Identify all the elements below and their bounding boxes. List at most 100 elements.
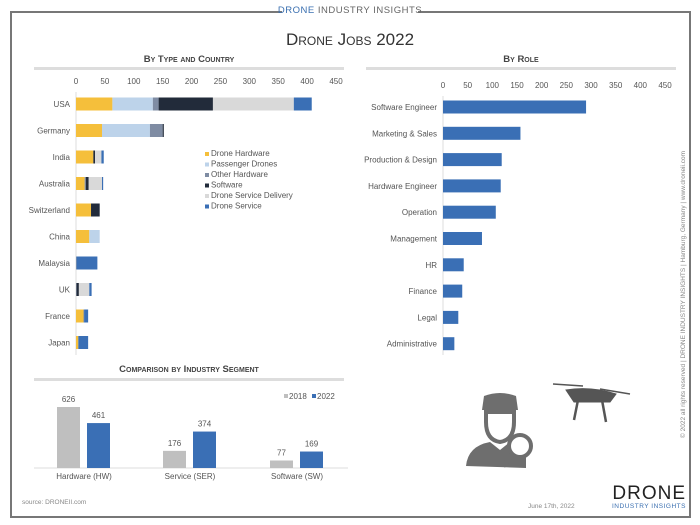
bar [87,423,110,468]
legend-swatch [205,173,209,177]
brand-strong: DRONE [277,5,315,16]
bar [270,460,293,468]
data-label: 374 [198,420,212,429]
x-tick-label: 100 [486,81,500,90]
x-tick-label: 150 [510,81,524,90]
logo: DRONE INDUSTRY INSIGHTS [612,484,686,510]
legend-swatch [205,162,209,167]
x-tick-label: 250 [214,77,228,86]
bar-segment [91,203,100,217]
legend-label: Drone Service [211,202,262,211]
bar-segment [76,97,113,111]
category-label: Software (SW) [271,472,323,481]
x-tick-label: 450 [329,77,343,86]
category-label: Malaysia [38,259,70,268]
bar-segment [95,150,102,164]
x-tick-label: 450 [658,81,672,90]
bar-segment [76,256,77,270]
bar [443,100,587,114]
legend-label: Passenger Drones [211,160,277,169]
top-rule-left [10,11,282,13]
category-label: Management [390,235,437,244]
bar-segment [101,150,104,164]
x-tick-label: 150 [156,77,170,86]
chart1-title: By Type and Country [143,54,235,65]
category-label: Hardware (HW) [56,472,112,481]
legend-label: Drone Service Delivery [211,191,293,200]
bar [57,407,80,468]
x-tick-label: 250 [560,81,574,90]
x-tick-label: 300 [243,77,257,86]
bar-segment [84,177,86,190]
x-tick-label: 50 [100,77,109,86]
bar-segment [76,230,90,243]
bar-segment [78,336,89,349]
bar [443,232,482,245]
category-label: Operation [402,208,437,217]
x-tick-label: 350 [272,77,286,86]
category-label: Software Engineer [371,103,437,112]
brand-header: DRONE INDUSTRY INSIGHTS [0,5,700,16]
bar-segment [76,177,85,190]
logo-main: DRONE [612,483,686,504]
chart1-rule [34,67,344,70]
legend-label: 2022 [317,392,335,401]
frame [10,12,691,518]
bar [443,310,459,324]
bar-segment [85,177,89,190]
bar [443,153,502,167]
bar-segment [112,97,153,111]
chart3-title: Comparison by Industry Segment [119,364,259,375]
category-label: UK [59,286,71,295]
x-tick-label: 200 [185,77,199,86]
category-label: Australia [39,180,71,189]
bar [443,284,463,298]
chart2-title: By Role [503,54,539,65]
bar-segment [89,283,92,296]
legend-swatch [205,183,209,188]
legend-label: 2018 [289,392,307,401]
x-tick-label: 50 [463,81,472,90]
bar-segment [76,309,84,323]
bar-segment [76,336,79,349]
x-tick-label: 300 [584,81,598,90]
bar-segment [212,97,294,111]
legend-swatch [205,204,209,209]
bar-segment [76,203,92,217]
x-tick-label: 400 [300,77,314,86]
x-tick-label: 350 [609,81,623,90]
x-tick-label: 400 [634,81,648,90]
x-tick-label: 100 [127,77,141,86]
data-label: 169 [305,440,319,449]
bar [300,451,323,468]
category-label: Switzerland [29,206,70,215]
bar-segment [76,283,77,296]
category-label: HR [425,261,437,270]
data-label: 461 [92,411,106,420]
bar-segment [152,97,159,111]
bar [193,431,216,468]
bar-segment [293,97,312,111]
top-rule-right [418,11,691,13]
bar-segment [83,309,85,323]
bar-segment [89,230,100,243]
bar-segment [158,97,213,111]
category-label: USA [54,100,71,109]
bar-segment [84,309,89,323]
x-tick-label: 0 [74,77,79,86]
bar [443,337,455,351]
category-label: Legal [417,313,437,322]
bar [443,126,521,140]
bar [163,450,186,468]
chart2-rule [366,67,676,70]
person-search-icon [466,393,533,468]
data-label: 626 [62,395,76,404]
category-label: Japan [48,339,70,348]
data-label: 176 [168,439,182,448]
category-label: China [49,233,70,242]
bar-segment [76,124,102,137]
data-label: 77 [277,448,286,457]
category-label: India [53,153,71,162]
source-note: source: DRONEII.com [22,499,87,506]
